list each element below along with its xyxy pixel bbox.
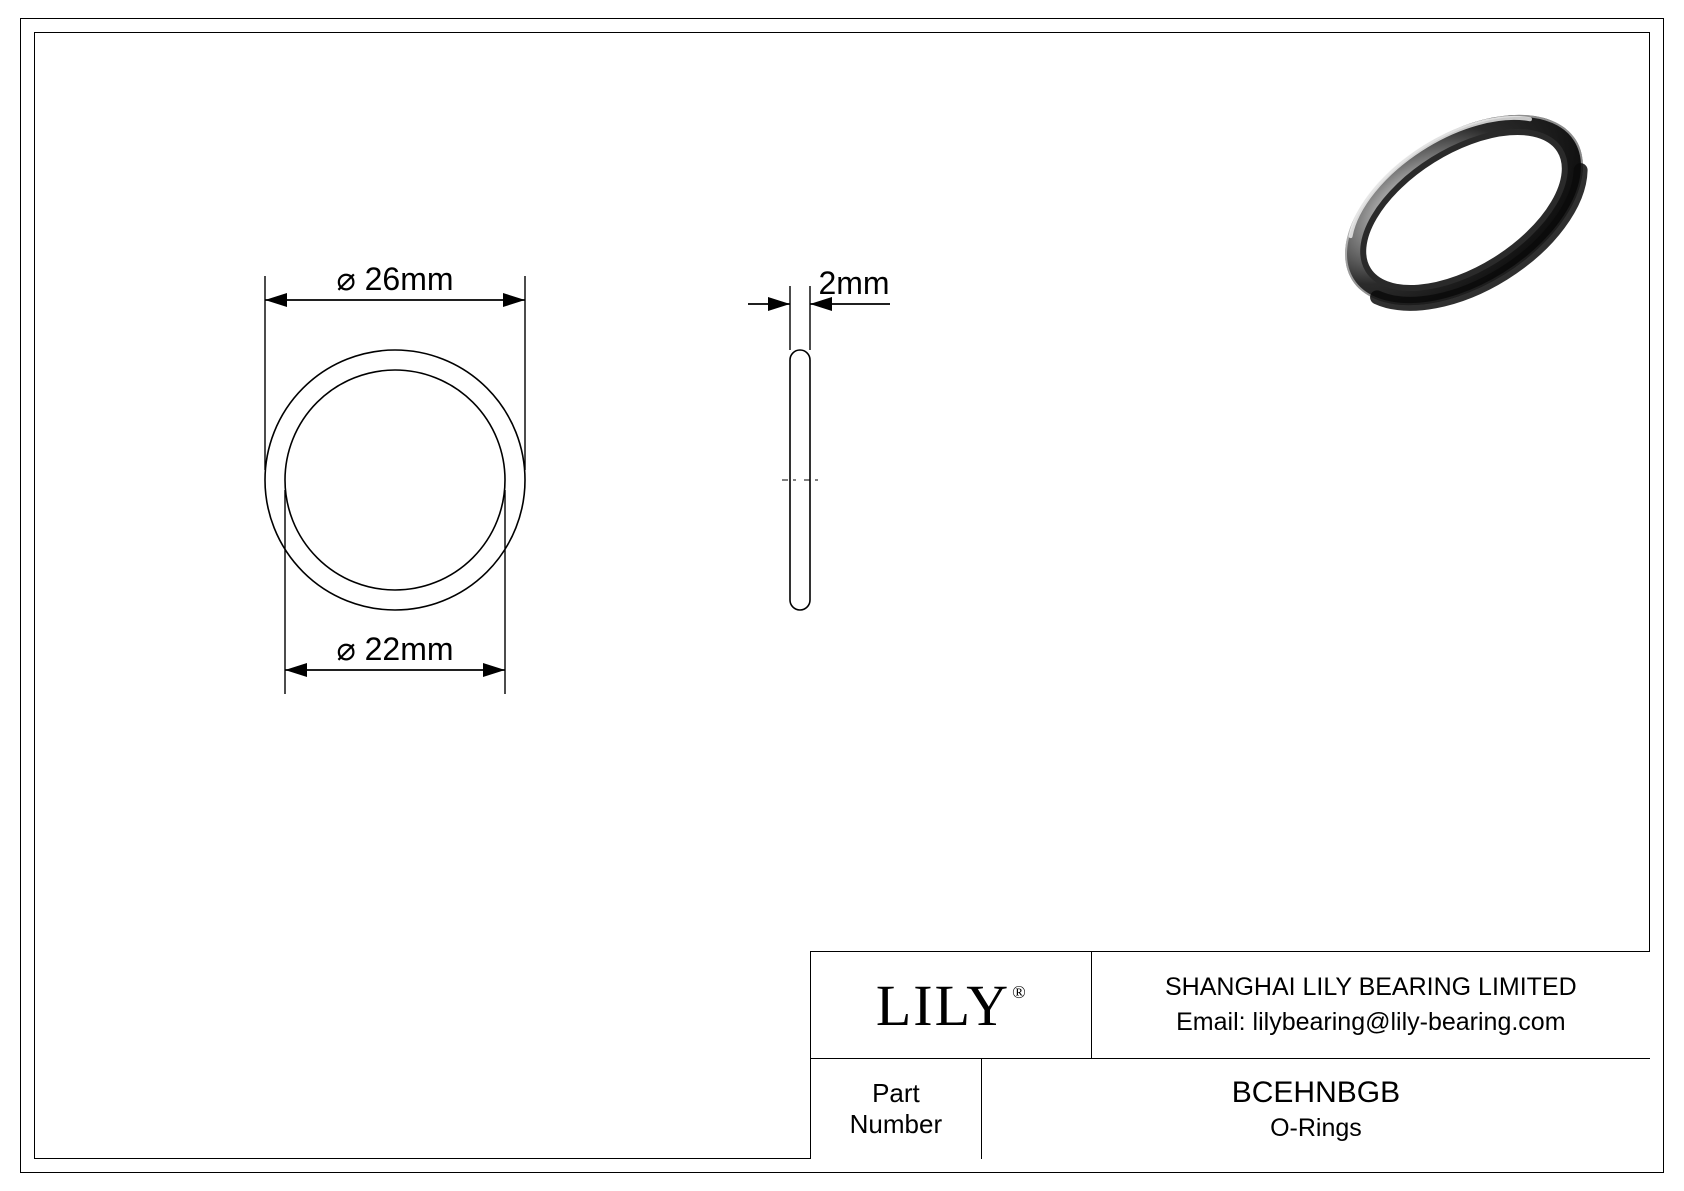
oring-inner-circle <box>285 370 505 590</box>
logo-cell: LILY® <box>811 952 1091 1058</box>
outer-diameter-label: ⌀ 26mm <box>336 261 453 297</box>
inner-diameter-label: ⌀ 22mm <box>336 631 453 667</box>
part-number-value: BCEHNBGB <box>1232 1076 1400 1110</box>
company-cell: SHANGHAI LILY BEARING LIMITED Email: lil… <box>1091 952 1650 1058</box>
title-block-row-2: Part Number BCEHNBGB O-Rings <box>811 1059 1650 1159</box>
page: ⌀ 26mm ⌀ 22mm 2 <box>0 0 1684 1191</box>
part-number-label-line2: Number <box>850 1109 942 1140</box>
oring-3d-illustration <box>1304 50 1624 370</box>
company-email-line: Email: lilybearing@lily-bearing.com <box>1176 1008 1565 1037</box>
side-view: 2mm <box>748 265 890 610</box>
oring-outer-circle <box>265 350 525 610</box>
inner-diameter-dimension: ⌀ 22mm <box>285 490 505 694</box>
part-category: O-Rings <box>1270 1114 1362 1143</box>
logo-text: LILY® <box>876 972 1026 1039</box>
company-email-label: Email: <box>1176 1008 1245 1036</box>
part-number-value-cell: BCEHNBGB O-Rings <box>981 1059 1650 1159</box>
part-number-label-cell: Part Number <box>811 1059 981 1159</box>
title-block: LILY® SHANGHAI LILY BEARING LIMITED Emai… <box>810 951 1650 1159</box>
company-name: SHANGHAI LILY BEARING LIMITED <box>1165 973 1577 1002</box>
outer-diameter-dimension: ⌀ 26mm <box>265 261 525 470</box>
logo-trademark: ® <box>1012 982 1028 1002</box>
title-block-row-1: LILY® SHANGHAI LILY BEARING LIMITED Emai… <box>811 952 1650 1059</box>
thickness-label: 2mm <box>818 265 889 301</box>
thickness-dimension: 2mm <box>748 265 890 350</box>
part-number-label-line1: Part <box>872 1078 920 1109</box>
logo-word: LILY <box>876 973 1010 1038</box>
company-email: lilybearing@lily-bearing.com <box>1253 1008 1566 1036</box>
front-view: ⌀ 26mm ⌀ 22mm <box>265 261 525 694</box>
